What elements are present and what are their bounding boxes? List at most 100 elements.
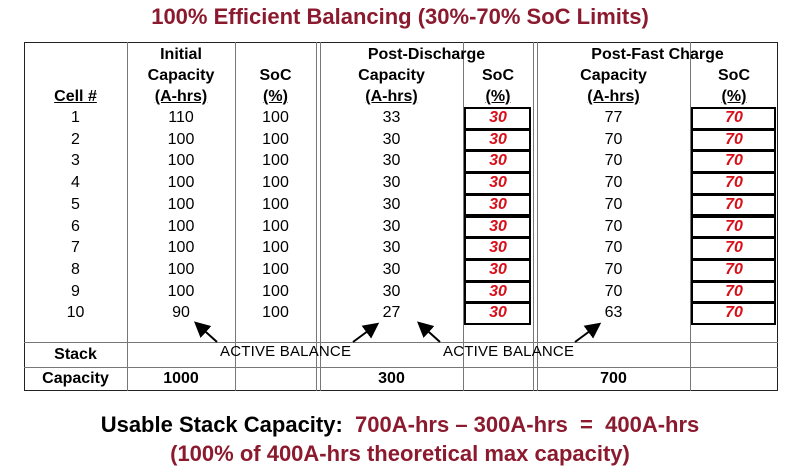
charge-soc-value: 70 [725,195,743,213]
col-unit-initial-capacity: (A-hrs) [154,88,208,105]
cell-init-soc: 100 [262,174,289,192]
cell-init-cap: 100 [167,260,195,278]
cell-chg-cap: 70 [604,282,623,300]
cell-cell: 10 [66,304,85,322]
discharge-soc-value: 30 [489,217,507,235]
cell-chg-cap: 70 [604,195,623,213]
col-header-charge-capacity: Capacity [580,67,647,84]
discharge-soc-value: 30 [489,239,507,257]
grid-line [24,342,778,343]
soc-limit-box [691,150,776,174]
col-header-charge-soc: SoC [718,67,750,84]
col-unit-initial-soc: (%) [263,88,288,105]
cell-dis-cap: 30 [382,260,401,278]
active-balance-label-1: ACTIVE BALANCE [220,343,352,360]
cell-init-cap: 100 [167,239,195,257]
discharge-soc-value: 30 [489,152,507,170]
cell-init-cap: 100 [167,282,195,300]
cell-dis-cap: 30 [382,174,401,192]
col-header-discharge-soc: SoC [482,67,514,84]
usable-capacity-line: Usable Stack Capacity: 700A-hrs – 300A-h… [0,412,800,438]
cell-init-cap: 100 [167,152,195,170]
cell-dis-cap: 30 [382,195,401,213]
arrow-left-1 [194,321,218,343]
cell-chg-cap: 70 [604,260,623,278]
arrow-right-1 [352,322,380,343]
cell-dis-cap: 30 [382,217,401,235]
arrow-right-2 [574,322,602,343]
cell-chg-cap: 70 [604,174,623,192]
col-header-discharge-capacity: Capacity [358,67,425,84]
cell-cell: 2 [71,130,80,148]
cell-chg-cap: 63 [604,304,623,322]
cell-cell: 9 [71,282,80,300]
cell-init-soc: 100 [262,217,289,235]
efficiency-note: (100% of 400A-hrs theoretical max capaci… [170,441,630,466]
charge-soc-value: 70 [725,239,743,257]
charge-soc-value: 70 [725,217,743,235]
grid-line [537,42,538,391]
discharge-soc-value: 30 [489,195,507,213]
cell-init-soc: 100 [262,304,289,322]
col-header-initial-soc: SoC [259,67,292,84]
discharge-soc-value: 30 [489,130,507,148]
cell-cell: 4 [71,174,80,192]
cell-chg-cap: 70 [604,239,623,257]
cell-dis-cap: 30 [382,239,401,257]
group-header-post-fast-charge: Post-Fast Charge [591,46,724,63]
cell-dis-cap: 30 [382,282,401,300]
discharge-soc-value: 30 [489,304,507,322]
soc-limit-box [464,193,531,217]
soc-limit-box [464,280,531,304]
grid-line [533,42,534,391]
discharge-soc-value: 30 [489,109,507,126]
active-balance-label-2: ACTIVE BALANCE [443,343,575,360]
grid-line [463,42,464,391]
cell-init-cap: 110 [168,109,194,126]
soc-limit-box [691,128,776,152]
cell-init-soc: 100 [262,260,289,278]
arrow-left-2 [417,321,441,343]
grid-line [316,42,317,391]
group-header-initial: Initial [160,46,202,63]
stack-capacity-initial: 1000 [163,370,199,387]
soc-limit-box [464,237,531,260]
cell-chg-cap: 70 [604,152,623,170]
cell-chg-cap: 77 [604,109,623,126]
col-header-cell: Cell # [54,88,97,105]
grid-line [320,42,321,391]
soc-limit-box [691,258,776,282]
stack-label-line1: Stack [54,346,97,363]
cell-cell: 8 [71,260,80,278]
charge-soc-value: 70 [725,152,743,170]
charge-soc-value: 70 [725,130,743,148]
cell-cell: 3 [71,152,80,170]
discharge-soc-value: 30 [489,260,507,278]
balancing-table: Initial Post-Discharge Post-Fast Charge … [24,42,778,391]
soc-limit-box [464,302,531,325]
soc-limit-box [464,172,531,195]
cell-dis-cap: 33 [382,109,401,126]
cell-init-cap: 90 [172,304,190,322]
cell-init-soc: 100 [262,239,289,257]
cell-cell: 1 [71,109,80,126]
cell-init-cap: 100 [167,130,195,148]
stack-capacity-post-discharge: 300 [378,370,405,387]
stack-capacity-post-fast-charge: 700 [600,370,627,387]
col-unit-charge-soc: (%) [721,88,747,105]
charge-soc-value: 70 [725,304,743,322]
cell-init-soc: 100 [262,282,289,300]
soc-limit-box [464,258,531,282]
stack-label-line2: Capacity [42,370,109,387]
usable-capacity-value: 700A-hrs – 300A-hrs = 400A-hrs [355,412,700,437]
cell-dis-cap: 30 [382,152,401,170]
grid-line [235,42,236,391]
soc-limit-box [691,237,776,260]
cell-chg-cap: 70 [604,217,623,235]
charge-soc-value: 70 [725,282,743,300]
usable-capacity-label: Usable Stack Capacity: [100,412,343,437]
col-unit-charge-capacity: (A-hrs) [587,88,640,105]
discharge-soc-value: 30 [489,282,507,300]
charge-soc-value: 70 [725,174,743,192]
soc-limit-box [691,280,776,304]
